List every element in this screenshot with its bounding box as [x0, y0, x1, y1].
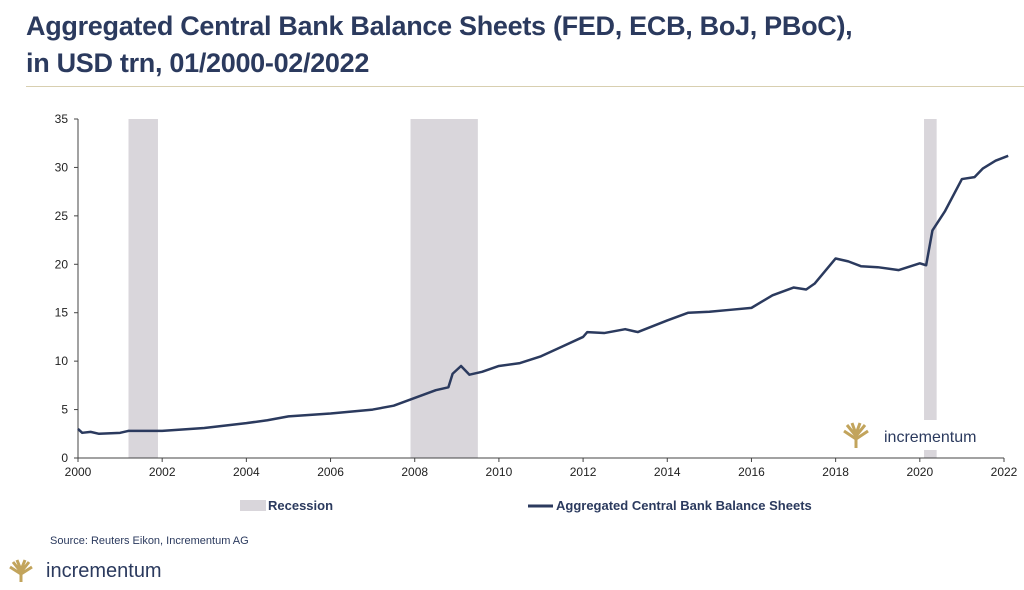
footer-logo: incrementum [6, 558, 162, 584]
x-tick-label: 2012 [570, 465, 597, 479]
y-tick-label: 5 [61, 403, 68, 417]
y-tick-label: 15 [55, 306, 69, 320]
y-tick-label: 20 [55, 257, 69, 271]
x-tick-label: 2018 [822, 465, 849, 479]
logo-text: incrementum [884, 429, 976, 446]
tree-logo-icon [6, 558, 36, 584]
y-tick-label: 30 [55, 160, 69, 174]
y-tick-label: 35 [55, 112, 69, 126]
legend-series-label: Aggregated Central Bank Balance Sheets [556, 498, 812, 513]
title-divider [26, 86, 1024, 87]
x-tick-label: 2020 [906, 465, 933, 479]
recession-band [128, 119, 158, 458]
x-tick-label: 2016 [738, 465, 765, 479]
x-tick-label: 2002 [149, 465, 176, 479]
recession-band [410, 119, 478, 458]
x-tick-label: 2010 [486, 465, 513, 479]
tree-logo-icon [843, 422, 869, 448]
x-tick-label: 2008 [401, 465, 428, 479]
x-tick-label: 2006 [317, 465, 344, 479]
brand-name: incrementum [46, 559, 162, 582]
series-line [77, 154, 1009, 436]
source-note: Source: Reuters Eikon, Incrementum AG [50, 535, 249, 547]
x-tick-label: 2004 [233, 465, 260, 479]
x-tick-label: 2000 [65, 465, 92, 479]
recession-band [924, 119, 937, 458]
chart-title: Aggregated Central Bank Balance Sheets (… [26, 11, 853, 78]
legend-recession-label: Recession [268, 498, 333, 513]
legend-recession-swatch [240, 500, 266, 511]
x-tick-label: 2022 [991, 465, 1018, 479]
x-tick-label: 2014 [654, 465, 681, 479]
y-tick-label: 0 [61, 451, 68, 465]
y-tick-label: 10 [55, 354, 69, 368]
y-tick-label: 25 [55, 209, 69, 223]
